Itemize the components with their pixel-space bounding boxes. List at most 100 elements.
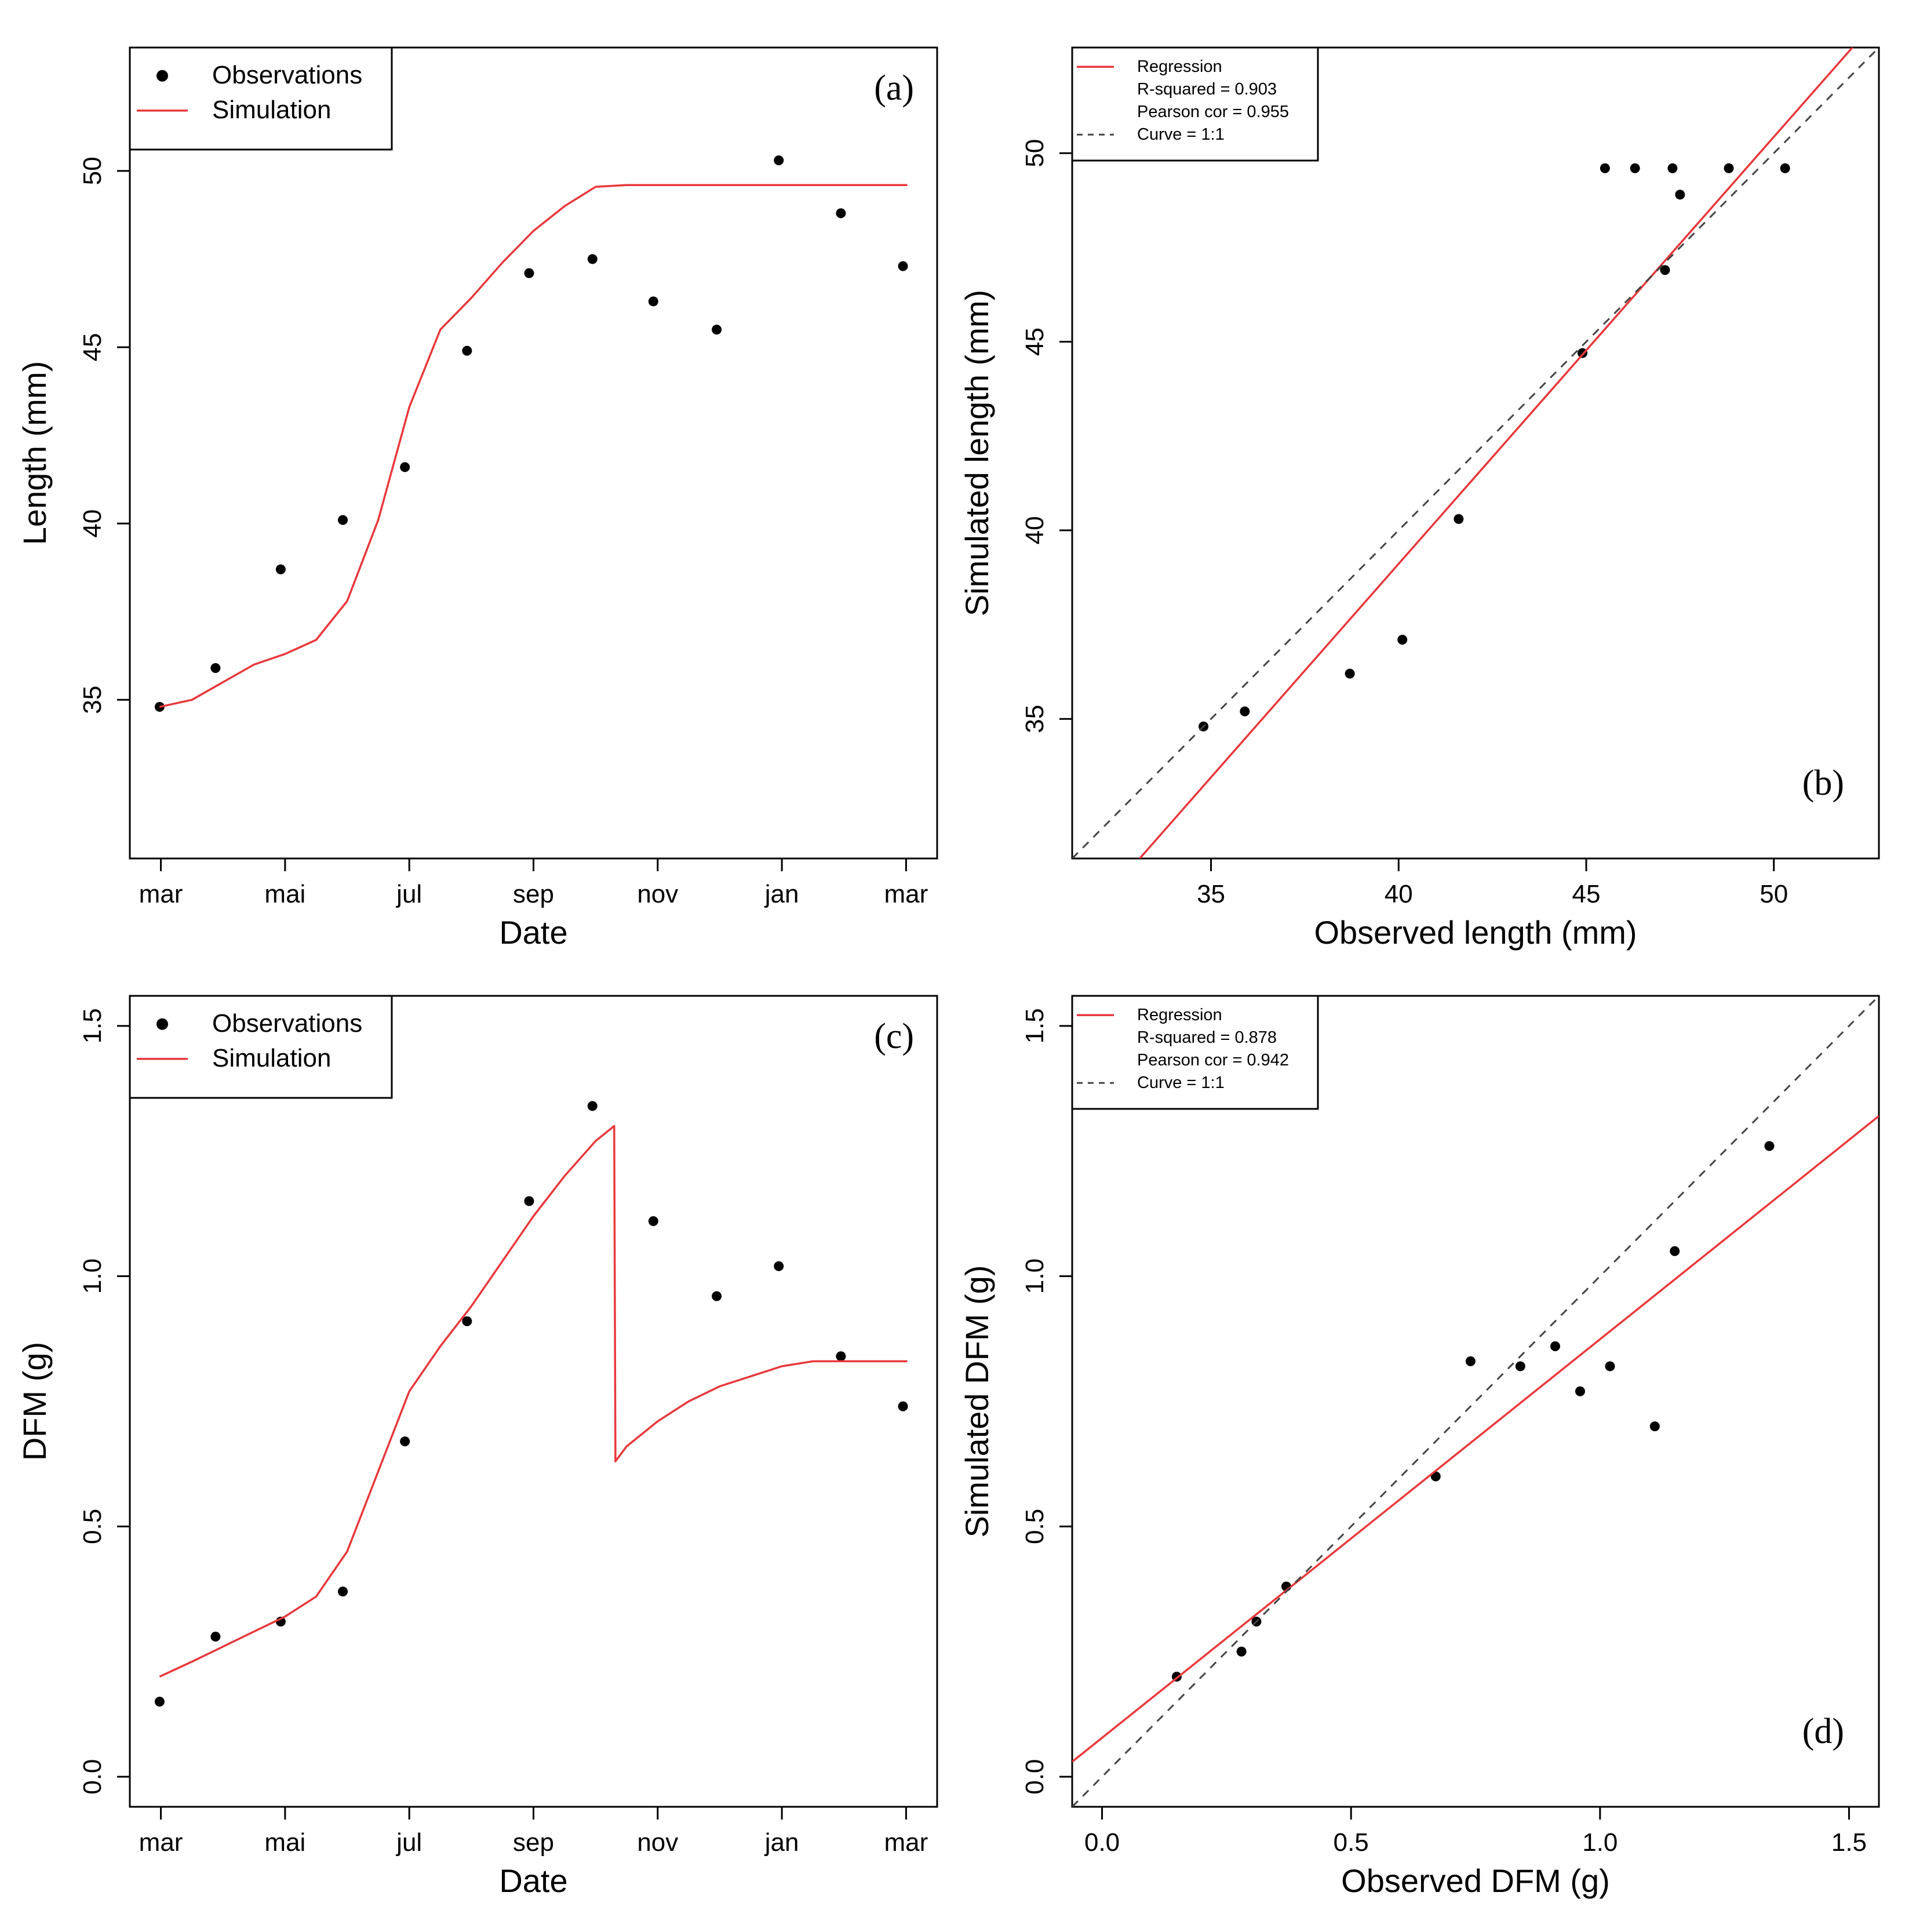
data-point [210,1631,221,1642]
simulation-line [159,184,908,708]
data-point [587,254,598,264]
data-point [1764,1141,1775,1151]
x-tick-label: mar [139,1828,183,1857]
identity-line [1072,996,1879,1807]
x-tick-label: 0.0 [1084,1828,1120,1857]
data-point [774,155,784,166]
legend-label: R-squared = 0.878 [1137,1028,1277,1047]
data-point [1345,668,1355,679]
legend-point-symbol [156,70,168,82]
data-point [338,1587,348,1597]
data-point [400,462,410,472]
x-tick-label: 35 [1197,880,1225,908]
data-point [1397,635,1408,645]
data-point [462,1316,472,1326]
x-tick-label: mai [264,880,305,908]
data-point [210,663,221,674]
y-tick-label: 45 [1021,328,1049,356]
regression-line [1139,48,1854,858]
data-point [1667,163,1678,173]
y-tick-label: 50 [78,157,107,185]
x-tick-label: mar [884,880,928,908]
data-point [774,1261,784,1271]
plot-frame [129,46,938,860]
x-axis-title: Observed DFM (g) [1341,1862,1610,1899]
data-point [1780,163,1790,173]
x-tick-label: 40 [1385,880,1413,908]
x-tick-label: jul [395,1828,422,1857]
x-tick-label: 1.0 [1582,1828,1618,1857]
legend-label: Simulation [212,1044,331,1072]
data-point [1660,265,1670,275]
simulation-line [159,1125,908,1678]
y-tick-label: 1.0 [1021,1258,1049,1294]
legend-label: Curve = 1:1 [1137,125,1225,144]
data-point [524,268,534,278]
y-tick-label: 40 [78,510,107,538]
y-tick-label: 35 [1021,705,1049,733]
y-axis-title: Simulated length (mm) [959,290,995,616]
y-tick-label: 1.0 [78,1258,107,1294]
plot-frame [1071,46,1880,860]
data-point [1600,163,1610,173]
plot-frame [129,995,938,1808]
plot-area [154,155,908,712]
data-point [1675,190,1685,200]
x-axis-title: Observed length (mm) [1314,914,1637,951]
data-point [1550,1341,1560,1352]
legend-label: Observations [212,61,362,89]
legend-point-symbol [156,1018,168,1030]
y-tick-label: 0.5 [1021,1509,1049,1544]
panel-label: (c) [874,1017,914,1056]
data-point [1670,1246,1680,1256]
x-tick-label: 1.5 [1831,1828,1867,1857]
x-tick-label: sep [513,880,554,908]
chart-b: 35 40 45 50 35 40 45 50 Observed length (mm) Simu… [959,46,1880,951]
data-point [1605,1361,1615,1371]
x-tick-label: jan [764,880,799,908]
legend-label: Regression [1137,1006,1222,1024]
data-point [712,1291,722,1301]
y-tick-label: 0.0 [1021,1759,1049,1795]
x-tick-label: mai [264,1828,305,1857]
chart-d: 0.0 0.5 1.0 1.5 0.0 0.5 1.0 1.5 Observed DFM (g)… [959,995,1880,1899]
x-tick-label: mar [884,1828,928,1857]
plot-area [1072,48,1879,858]
data-point [338,515,348,525]
data-point [1515,1361,1525,1371]
legend-label: Regression [1137,57,1222,76]
y-axis-title: DFM (g) [16,1342,53,1461]
regression-line [1072,1115,1879,1763]
data-point [154,1697,165,1707]
y-tick-label: 45 [78,333,107,362]
x-tick-label: 45 [1572,880,1601,908]
y-tick-label: 1.5 [1021,1008,1049,1043]
data-point [462,345,472,356]
legend-label: R-squared = 0.903 [1137,80,1277,99]
y-tick-label: 0.0 [78,1759,107,1795]
data-point [898,261,908,271]
legend: Regression R-squared = 0.878 Pearson cor =… [1071,995,1319,1110]
x-tick-label: nov [637,880,678,908]
data-point [1575,1386,1585,1396]
legend-label: Simulation [212,96,331,124]
x-tick-label: nov [637,1828,678,1857]
legend-label: Pearson cor = 0.942 [1137,1051,1289,1069]
legend-label: Observations [212,1009,362,1038]
plot-area [154,1101,908,1707]
identity-line [1072,48,1879,858]
data-point [836,208,846,219]
data-point [587,1101,598,1111]
chart-a: mar mai jul sep nov jan mar 35 40 45 50 Date Length … [16,46,938,951]
x-tick-label: jan [764,1828,799,1857]
plot-frame [1071,995,1880,1808]
panel-label: (a) [874,68,914,108]
y-tick-label: 40 [1021,516,1049,544]
legend-box [129,995,393,1099]
y-tick-label: 0.5 [78,1509,107,1544]
panel-label: (b) [1802,763,1844,803]
x-tick-label: sep [513,1828,554,1857]
chart-c: mar mai jul sep nov jan mar 0.0 0.5 1.0 1.5 Date DFM… [16,995,938,1899]
plot-area [1072,996,1879,1807]
